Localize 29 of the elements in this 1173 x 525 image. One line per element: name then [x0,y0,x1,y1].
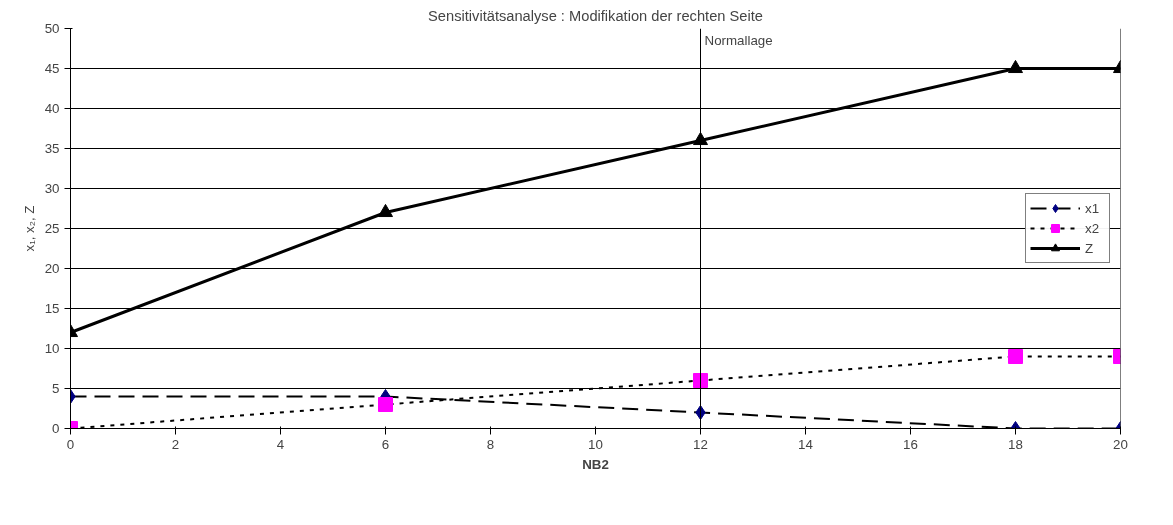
y-tick-label: 45 [44,61,60,76]
chart-title: Sensitivitätsanalyse : Modifikation der rechten Seite [428,7,763,24]
x-tick-label: 2 [171,436,180,452]
y-tick-label: 35 [44,141,60,156]
legend-label: x1 [1085,200,1101,216]
y-tick-label: 0 [52,421,60,436]
x-tick-label: 20 [1113,436,1128,452]
y-tick-label: 25 [44,221,60,236]
y-axis-title: x₁, x₂, Z [21,205,37,252]
x-tick-label: 14 [798,436,814,452]
y-tick-label: 40 [44,101,60,116]
y-tick-label: 10 [44,341,60,356]
x-tick-label: 12 [693,436,708,452]
y-tick-label: 50 [44,21,60,36]
y-tick-label: 15 [44,301,60,316]
x-tick-label: 18 [1008,436,1023,452]
x-tick-label: 6 [381,436,390,452]
x-tick-label: 0 [66,436,75,452]
x-tick-label: 10 [588,436,603,452]
legend-label: Z [1085,240,1095,256]
y-tick-label: 5 [52,381,60,396]
y-tick-label: 20 [44,261,60,276]
ref-line-label: Normallage [704,32,773,48]
x-axis-title: NB2 [582,456,609,472]
x-tick-label: 16 [903,436,918,452]
x-tick-label: 8 [486,436,495,452]
legend-label: x2 [1085,220,1101,236]
x-tick-label: 4 [276,436,285,452]
y-tick-label: 30 [44,181,60,196]
